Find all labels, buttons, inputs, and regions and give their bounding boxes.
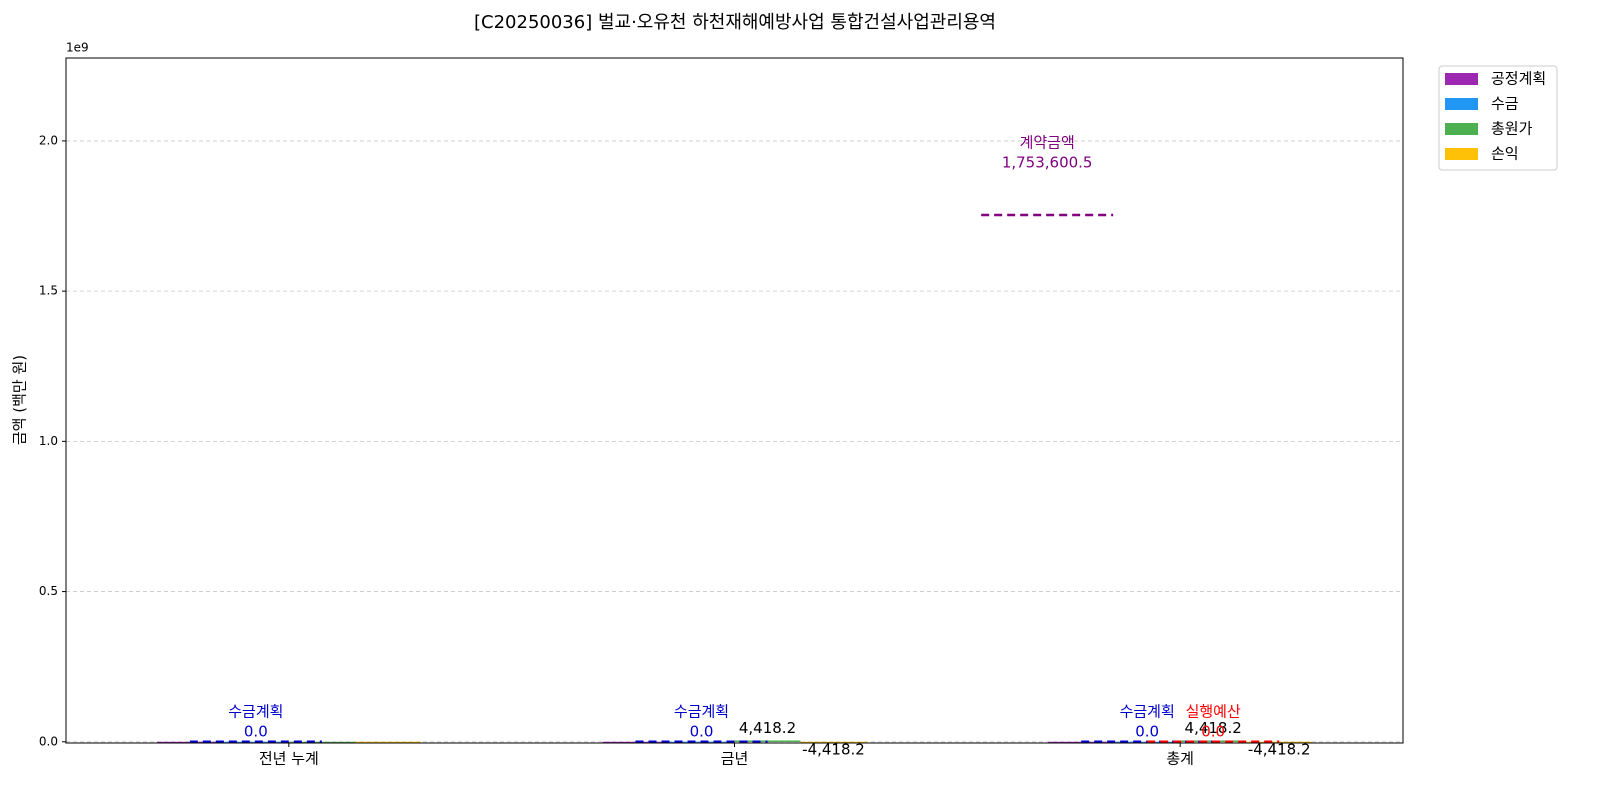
reference-label: 1,753,600.5 bbox=[1002, 153, 1093, 171]
reference-name: 수금계획 bbox=[228, 702, 283, 720]
y-tick-label: 0.5 bbox=[39, 584, 58, 598]
reference-label: 0.0 bbox=[1135, 722, 1159, 740]
reference-label: 0.0 bbox=[244, 722, 268, 740]
reference-name: 수금계획 bbox=[1120, 702, 1175, 720]
reference-label: 0.0 bbox=[690, 722, 714, 740]
data-label: -4,418.2 bbox=[802, 740, 865, 758]
y-tick-label: 2.0 bbox=[39, 133, 58, 147]
legend-swatch bbox=[1445, 98, 1478, 110]
x-tick-label: 금년 bbox=[721, 750, 749, 768]
y-offset-label: 1e9 bbox=[66, 41, 89, 55]
reference-name: 실행예산 bbox=[1186, 702, 1241, 720]
plot-frame bbox=[65, 57, 1404, 744]
reference-label: 0.0 bbox=[1201, 722, 1225, 740]
y-tick-label: 0.0 bbox=[39, 734, 58, 748]
y-tick-label: 1.5 bbox=[39, 284, 58, 298]
y-axis-label: 금액 (백만 원) bbox=[11, 355, 29, 445]
legend-swatch bbox=[1445, 148, 1478, 160]
x-tick-label: 총계 bbox=[1166, 750, 1194, 768]
data-label: 4,418.2 bbox=[1185, 719, 1242, 737]
legend-swatch bbox=[1445, 73, 1478, 85]
reference-name: 계약금액 bbox=[1020, 133, 1075, 151]
y-tick-label: 1.0 bbox=[39, 434, 58, 448]
legend-swatch bbox=[1445, 123, 1478, 135]
legend-label: 손익 bbox=[1491, 145, 1519, 163]
chart-title: [C20250036] 벌교·오유천 하천재해예방사업 통합건설사업관리용역 bbox=[474, 12, 996, 33]
legend-label: 수금 bbox=[1491, 95, 1519, 113]
x-tick-label: 전년 누계 bbox=[259, 750, 319, 768]
data-label: 4,418.2 bbox=[739, 719, 796, 737]
legend-label: 공정계획 bbox=[1491, 70, 1546, 88]
reference-name: 수금계획 bbox=[674, 702, 729, 720]
data-label: -4,418.2 bbox=[1248, 740, 1311, 758]
legend-box bbox=[1438, 65, 1558, 171]
legend-label: 총원가 bbox=[1491, 120, 1533, 138]
